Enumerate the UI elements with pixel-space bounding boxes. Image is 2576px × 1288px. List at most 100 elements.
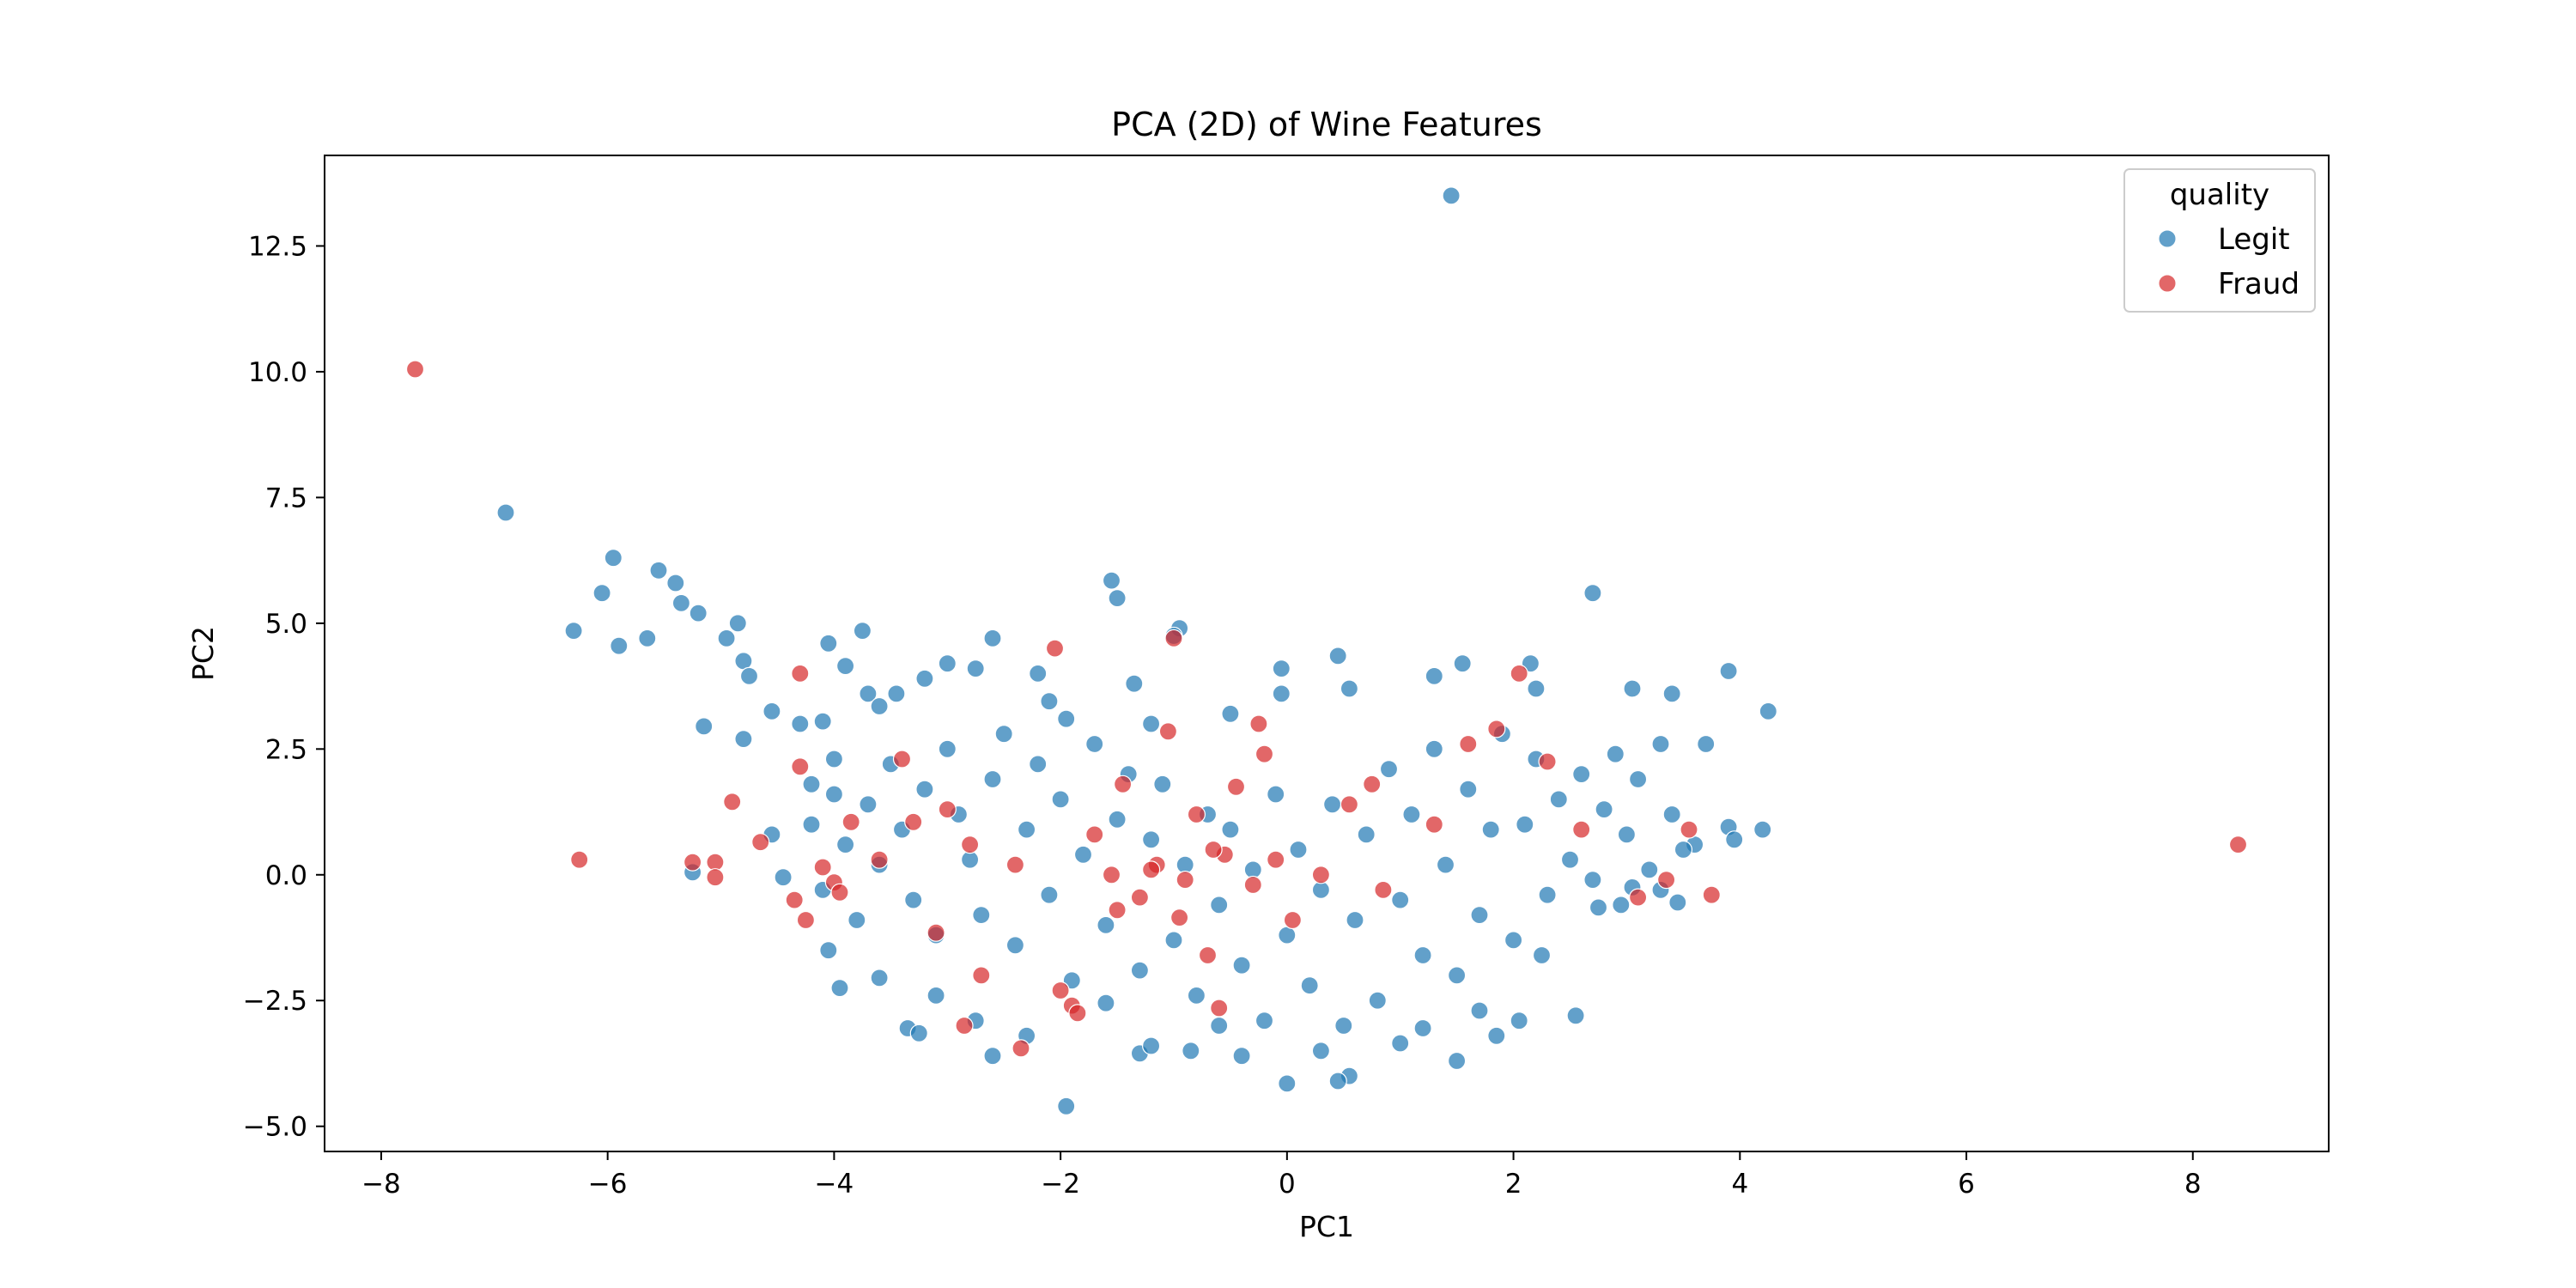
- point-fraud: [405, 360, 425, 379]
- legend-label-fraud: Fraud: [2218, 267, 2300, 301]
- point-legit: [728, 614, 747, 633]
- point-legit: [638, 629, 657, 648]
- point-legit: [564, 621, 583, 641]
- point-legit: [904, 890, 923, 909]
- point-legit: [1141, 830, 1161, 849]
- point-legit: [1470, 905, 1489, 925]
- point-legit: [1391, 1034, 1410, 1053]
- point-legit: [717, 629, 736, 648]
- point-fraud: [1363, 775, 1382, 793]
- point-legit: [1232, 1047, 1251, 1066]
- point-legit: [1516, 815, 1534, 834]
- point-fraud: [1243, 875, 1262, 895]
- point-legit: [802, 815, 821, 834]
- chart-title: PCA (2D) of Wine Features: [1111, 106, 1542, 143]
- point-fraud: [904, 812, 923, 831]
- point-legit: [1442, 186, 1461, 205]
- point-legit: [1311, 880, 1331, 900]
- point-legit: [1566, 1006, 1585, 1025]
- point-legit: [983, 769, 1002, 789]
- point-legit: [1527, 679, 1546, 698]
- point-legit: [915, 669, 934, 688]
- point-legit: [1029, 664, 1048, 683]
- point-legit: [819, 634, 838, 653]
- point-legit: [1232, 956, 1251, 975]
- point-fraud: [1130, 888, 1150, 907]
- point-fraud: [1141, 860, 1161, 879]
- point-legit: [1085, 734, 1104, 754]
- point-legit: [1612, 896, 1631, 914]
- point-legit: [1057, 1097, 1076, 1115]
- x-tick-label: 4: [1731, 1169, 1748, 1200]
- point-fraud: [1510, 664, 1528, 683]
- point-legit: [1141, 1036, 1161, 1055]
- point-legit: [960, 850, 980, 869]
- point-fraud: [1487, 720, 1506, 738]
- point-legit: [1073, 845, 1093, 864]
- point-legit: [1322, 795, 1342, 814]
- point-legit: [666, 574, 685, 592]
- point-legit: [1628, 769, 1648, 789]
- y-tick-label: 2.5: [265, 734, 307, 765]
- point-legit: [983, 629, 1002, 648]
- point-legit: [915, 780, 934, 799]
- point-fraud: [570, 850, 589, 869]
- y-tick-label: 12.5: [248, 231, 307, 262]
- point-legit: [1572, 764, 1591, 784]
- point-legit: [1221, 820, 1240, 839]
- point-legit: [1051, 790, 1070, 809]
- point-legit: [802, 775, 821, 793]
- point-fraud: [723, 793, 742, 811]
- point-legit: [791, 714, 810, 733]
- point-fraud: [1170, 908, 1189, 927]
- point-legit: [1487, 1026, 1506, 1045]
- point-fraud: [1249, 714, 1268, 733]
- point-fraud: [870, 850, 889, 869]
- point-legit: [1453, 654, 1472, 673]
- point-legit: [734, 729, 753, 749]
- point-fraud: [1158, 722, 1178, 741]
- point-fraud: [785, 890, 804, 909]
- point-legit: [604, 549, 623, 568]
- point-fraud: [1226, 777, 1246, 796]
- point-legit: [1097, 915, 1115, 935]
- point-legit: [1651, 734, 1670, 754]
- point-fraud: [1340, 795, 1359, 814]
- point-legit: [1255, 1012, 1274, 1030]
- point-fraud: [892, 750, 912, 769]
- x-tick-label: −8: [361, 1169, 401, 1200]
- point-fraud: [1113, 775, 1133, 793]
- x-tick-label: 2: [1505, 1169, 1522, 1200]
- point-legit: [1662, 805, 1681, 824]
- point-legit: [649, 561, 668, 580]
- point-legit: [813, 712, 832, 731]
- point-fraud: [796, 910, 816, 930]
- point-fraud: [791, 757, 810, 776]
- point-legit: [689, 604, 708, 623]
- point-legit: [1583, 870, 1602, 890]
- point-fraud: [1702, 885, 1721, 904]
- point-fraud: [1425, 815, 1443, 834]
- point-legit: [824, 750, 844, 769]
- point-legit: [734, 652, 753, 671]
- point-legit: [1097, 993, 1115, 1012]
- point-fraud: [1628, 888, 1648, 907]
- legend: quality Legit Fraud: [2123, 168, 2316, 313]
- point-legit: [1436, 855, 1455, 874]
- point-fraud: [1164, 629, 1183, 648]
- point-legit: [610, 636, 629, 655]
- point-legit: [1391, 890, 1410, 909]
- x-tick-label: −4: [815, 1169, 854, 1200]
- point-legit: [966, 659, 985, 678]
- y-tick-label: 10.0: [248, 357, 307, 388]
- point-legit: [1481, 820, 1500, 839]
- point-fraud: [1267, 850, 1285, 869]
- point-legit: [1560, 850, 1580, 869]
- point-fraud: [1283, 910, 1303, 930]
- point-legit: [1357, 825, 1376, 844]
- point-legit: [927, 986, 945, 1005]
- point-legit: [1221, 704, 1240, 723]
- point-legit: [1425, 739, 1443, 758]
